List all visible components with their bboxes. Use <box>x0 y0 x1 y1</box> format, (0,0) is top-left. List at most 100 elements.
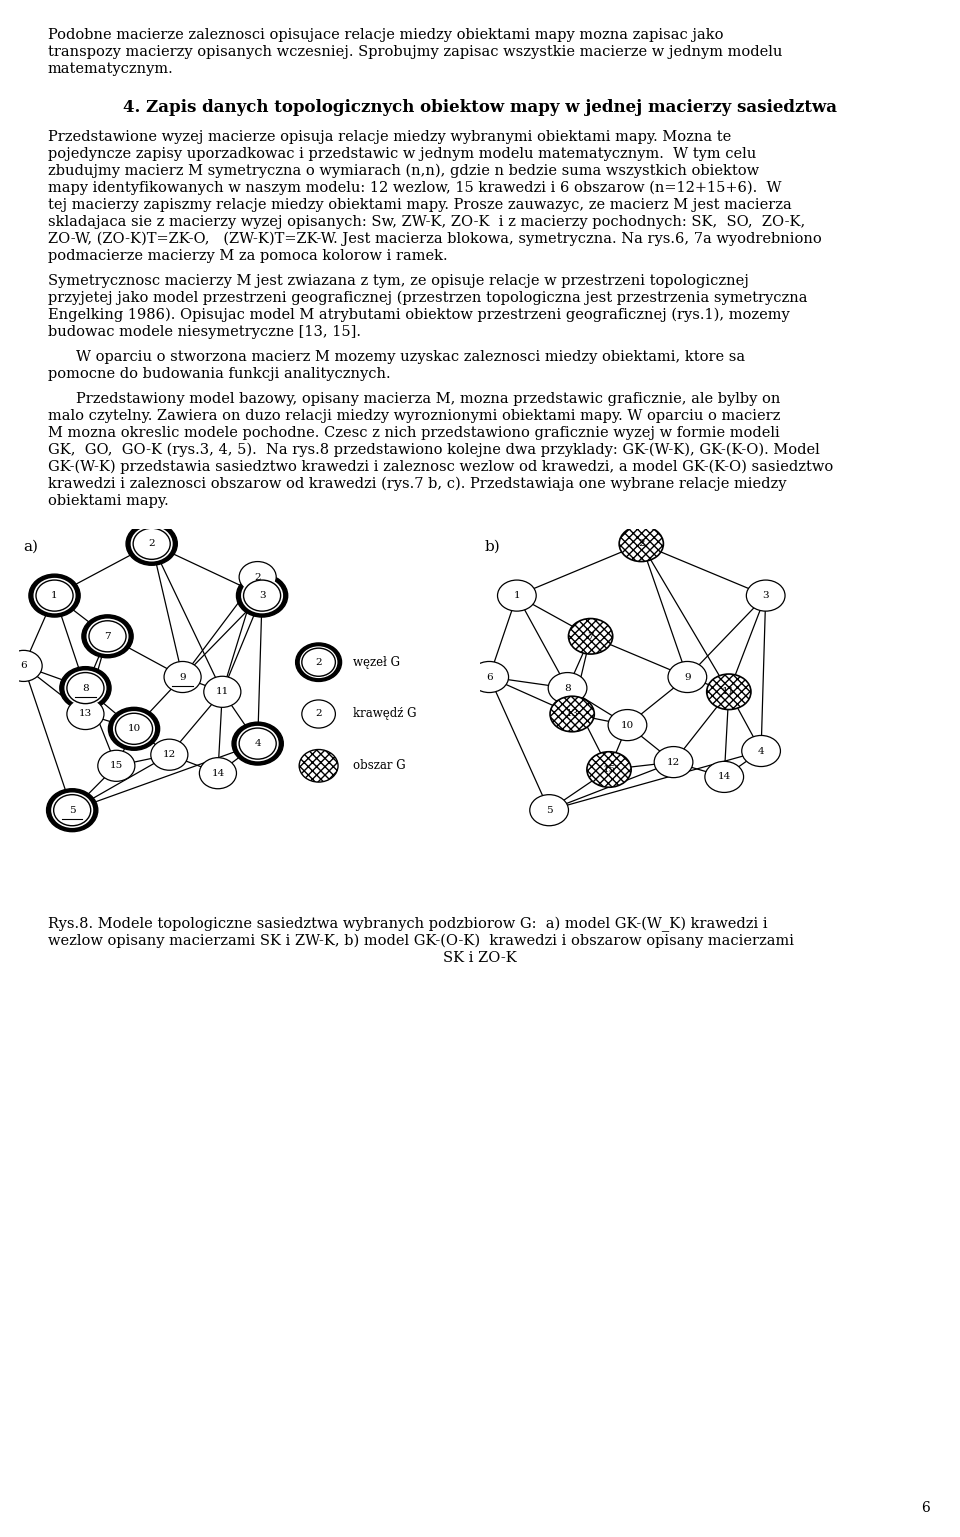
Text: 4. Zapis danych topologicznych obiektow mapy w jednej macierzy sasiedztwa: 4. Zapis danych topologicznych obiektow … <box>123 98 837 115</box>
Text: 6: 6 <box>20 661 27 670</box>
Circle shape <box>164 661 202 693</box>
Text: 4: 4 <box>254 739 261 749</box>
Text: 2: 2 <box>254 573 261 581</box>
Circle shape <box>98 750 135 781</box>
Text: 2: 2 <box>315 658 322 667</box>
Circle shape <box>132 527 172 561</box>
Text: 12: 12 <box>667 758 681 767</box>
Text: 13: 13 <box>565 710 579 718</box>
Text: malo czytelny. Zawiera on duzo relacji miedzy wyroznionymi obiektami mapy. W opa: malo czytelny. Zawiera on duzo relacji m… <box>48 409 780 423</box>
Circle shape <box>548 673 587 704</box>
Circle shape <box>244 579 280 612</box>
Text: 10: 10 <box>128 724 141 733</box>
Circle shape <box>668 661 707 693</box>
Circle shape <box>113 712 155 745</box>
Text: 2: 2 <box>315 710 322 718</box>
Text: 11: 11 <box>216 687 229 696</box>
Text: Engelking 1986). Opisujac model M atrybutami obiektow przestrzeni geograficznej : Engelking 1986). Opisujac model M atrybu… <box>48 307 790 323</box>
Text: 6: 6 <box>922 1502 930 1515</box>
Text: obiektami mapy.: obiektami mapy. <box>48 493 169 509</box>
Circle shape <box>200 758 236 788</box>
Text: 8: 8 <box>564 684 571 693</box>
Circle shape <box>126 523 178 566</box>
Text: 14: 14 <box>211 768 225 778</box>
Circle shape <box>115 713 153 744</box>
Text: węzeł G: węzeł G <box>353 656 400 669</box>
Text: W oparciu o stworzona macierz M mozemy uzyskac zaleznosci miedzy obiektami, ktor: W oparciu o stworzona macierz M mozemy u… <box>76 350 745 364</box>
Circle shape <box>82 615 133 658</box>
Circle shape <box>239 729 276 759</box>
Circle shape <box>52 793 92 827</box>
Text: GK,  GO,  GO-K (rys.3, 4, 5).  Na rys.8 przedstawiono kolejne dwa przyklady: GK-: GK, GO, GO-K (rys.3, 4, 5). Na rys.8 prz… <box>48 443 820 458</box>
Text: 5: 5 <box>546 805 552 815</box>
Text: SK i ZO-K: SK i ZO-K <box>444 951 516 965</box>
Circle shape <box>705 761 744 793</box>
Text: GK-(W-K) przedstawia sasiedztwo krawedzi i zaleznosc wezlow od krawedzi, a model: GK-(W-K) przedstawia sasiedztwo krawedzi… <box>48 460 833 475</box>
Circle shape <box>300 647 337 678</box>
Text: 8: 8 <box>83 684 88 693</box>
Text: Przedstawione wyzej macierze opisuja relacje miedzy wybranymi obiektami mapy. Mo: Przedstawione wyzej macierze opisuja rel… <box>48 131 732 144</box>
Text: 6: 6 <box>486 673 492 681</box>
Circle shape <box>60 667 111 710</box>
Circle shape <box>587 752 631 787</box>
Text: wezlow opisany macierzami SK i ZW-K, b) model GK-(O-K)  krawedzi i obszarow opis: wezlow opisany macierzami SK i ZW-K, b) … <box>48 934 794 948</box>
Text: Symetrycznosc macierzy M jest zwiazana z tym, ze opisuje relacje w przestrzeni t: Symetrycznosc macierzy M jest zwiazana z… <box>48 274 749 287</box>
Circle shape <box>654 747 693 778</box>
Circle shape <box>29 575 80 616</box>
Text: obszar G: obszar G <box>353 759 406 772</box>
Text: krawedzi i zaleznosci obszarow od krawedzi (rys.7 b, c). Przedstawiaja one wybra: krawedzi i zaleznosci obszarow od krawed… <box>48 476 786 492</box>
Text: 2: 2 <box>149 539 155 549</box>
Circle shape <box>232 722 283 765</box>
Text: podmacierze macierzy M za pomoca kolorow i ramek.: podmacierze macierzy M za pomoca kolorow… <box>48 249 447 263</box>
Text: zbudujmy macierz M symetryczna o wymiarach (n,n), gdzie n bedzie suma wszystkich: zbudujmy macierz M symetryczna o wymiara… <box>48 164 759 178</box>
Text: 10: 10 <box>621 721 635 730</box>
Circle shape <box>87 619 128 653</box>
Text: tej macierzy zapiszmy relacje miedzy obiektami mapy. Prosze zauwazyc, ze macierz: tej macierzy zapiszmy relacje miedzy obi… <box>48 198 792 212</box>
Circle shape <box>742 736 780 767</box>
Text: 4: 4 <box>757 747 764 756</box>
Circle shape <box>5 650 42 681</box>
Text: 14: 14 <box>717 773 731 781</box>
Text: 9: 9 <box>180 673 186 681</box>
Text: b): b) <box>485 539 500 555</box>
Text: 9: 9 <box>684 673 690 681</box>
Text: a): a) <box>24 539 38 555</box>
Text: matematycznym.: matematycznym. <box>48 61 174 75</box>
Circle shape <box>550 696 594 732</box>
Text: Przedstawiony model bazowy, opisany macierza M, mozna przedstawic graficznie, al: Przedstawiony model bazowy, opisany maci… <box>76 392 780 406</box>
Circle shape <box>296 642 342 681</box>
Circle shape <box>54 795 91 825</box>
Text: 11: 11 <box>722 687 735 696</box>
Circle shape <box>65 672 106 705</box>
Text: 1: 1 <box>514 592 520 599</box>
Circle shape <box>301 699 335 729</box>
Text: 12: 12 <box>162 750 176 759</box>
Text: Rys.8. Modele topologiczne sasiedztwa wybranych podzbiorow G:  a) model GK-(W_K): Rys.8. Modele topologiczne sasiedztwa wy… <box>48 918 768 933</box>
Text: 15: 15 <box>602 765 615 775</box>
Circle shape <box>608 710 647 741</box>
Circle shape <box>237 727 278 761</box>
Text: Podobne macierze zaleznosci opisujace relacje miedzy obiektami mapy mozna zapisa: Podobne macierze zaleznosci opisujace re… <box>48 28 724 41</box>
Text: pojedyncze zapisy uporzadkowac i przedstawic w jednym modelu matematycznym.  W t: pojedyncze zapisy uporzadkowac i przedst… <box>48 148 756 161</box>
Circle shape <box>301 649 335 676</box>
Text: skladajaca sie z macierzy wyzej opisanych: Sw, ZW-K, ZO-K  i z macierzy pochodny: skladajaca sie z macierzy wyzej opisanyc… <box>48 215 805 229</box>
Circle shape <box>530 795 568 825</box>
Text: budowac modele niesymetryczne [13, 15].: budowac modele niesymetryczne [13, 15]. <box>48 324 361 340</box>
Circle shape <box>67 698 104 730</box>
Text: 3: 3 <box>259 592 265 599</box>
Text: 1: 1 <box>51 592 58 599</box>
Circle shape <box>47 788 98 832</box>
Circle shape <box>151 739 188 770</box>
Text: 5: 5 <box>69 805 76 815</box>
Circle shape <box>497 579 537 612</box>
Circle shape <box>619 526 663 561</box>
Text: krawędź G: krawędź G <box>353 707 417 721</box>
Text: M mozna okreslic modele pochodne. Czesc z nich przedstawiono graficznie wyzej w : M mozna okreslic modele pochodne. Czesc … <box>48 426 780 440</box>
Text: mapy identyfikowanych w naszym modelu: 12 wezlow, 15 krawedzi i 6 obszarow (n=12: mapy identyfikowanych w naszym modelu: 1… <box>48 181 781 195</box>
Circle shape <box>204 676 241 707</box>
Text: 13: 13 <box>79 710 92 718</box>
Circle shape <box>300 750 338 782</box>
Text: pomocne do budowania funkcji analitycznych.: pomocne do budowania funkcji analityczny… <box>48 367 391 381</box>
Circle shape <box>746 579 785 612</box>
Text: 15: 15 <box>109 761 123 770</box>
